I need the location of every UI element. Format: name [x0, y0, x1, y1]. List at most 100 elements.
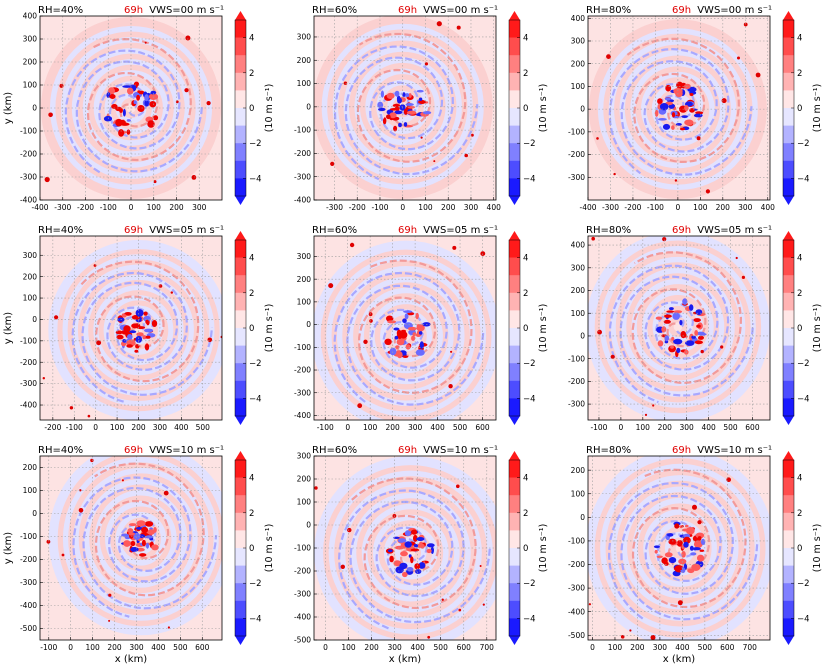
core-cell — [408, 93, 412, 98]
x-tick-label: 200 — [107, 643, 122, 652]
core-cell — [416, 537, 425, 541]
x-axis-label: x (km) — [663, 654, 696, 665]
x-tick-label: 200 — [630, 643, 645, 652]
core-cell — [400, 551, 408, 557]
panel-time-label: 69h — [124, 5, 143, 16]
isolated-cell — [674, 179, 678, 182]
x-tick-label: 100 — [85, 643, 100, 652]
core-cell — [689, 545, 694, 551]
colorbar-label: (10 m s⁻¹) — [264, 84, 275, 133]
y-tick-label: 200 — [23, 272, 38, 281]
core-cell — [142, 335, 147, 340]
colorbar-label: (10 m s⁻¹) — [538, 304, 549, 353]
colorbar-tick-label: −2 — [249, 359, 262, 369]
core-cell — [402, 571, 408, 578]
plot-frame — [587, 235, 771, 421]
spiral-arm — [626, 37, 740, 164]
isolated-cell — [737, 56, 740, 60]
core-cell — [683, 541, 689, 548]
y-tick-label: 200 — [297, 275, 312, 284]
y-tick-label: -200 — [294, 366, 311, 375]
isolated-cell — [46, 539, 51, 544]
colorbar-segment — [509, 108, 520, 126]
core-cell — [404, 530, 411, 537]
core-cell — [136, 332, 144, 337]
isolated-cell — [330, 161, 335, 166]
colorbar-segment — [235, 160, 246, 179]
x-tick-label: 300 — [680, 423, 695, 432]
core-cell — [126, 119, 131, 122]
spiral-arm — [81, 281, 214, 396]
isolated-cell — [206, 101, 211, 106]
y-tick-label: 100 — [571, 309, 586, 318]
outer-band — [645, 511, 716, 585]
core-cell — [657, 98, 663, 105]
core-cell — [700, 538, 706, 546]
core-cell — [664, 552, 673, 558]
x-tick-label: 100 — [363, 423, 378, 432]
core-cell — [384, 338, 392, 345]
core-cell — [402, 92, 406, 97]
x-tick-label: 700 — [743, 643, 758, 652]
x-tick-label: 600 — [195, 643, 210, 652]
panel-3: -400 -300 -200 -100 0 100 200 300 400-300-200-10… — [568, 5, 823, 212]
y-tick-label: -200 — [568, 377, 585, 386]
isolated-cell — [424, 62, 428, 66]
colorbar-extend-top — [235, 451, 246, 460]
core-cell — [378, 107, 386, 112]
x-tick-label: -300 — [326, 203, 343, 212]
panel-9: 0 100 200 300 400 500 600 700-500-400-300-200-1… — [568, 445, 823, 665]
isolated-cell — [357, 403, 363, 409]
colorbar-segment — [783, 72, 794, 91]
core-cell — [691, 563, 701, 571]
y-tick-label: 100 — [23, 81, 38, 90]
colorbar-tick-label: 4 — [523, 474, 528, 484]
colorbar-segment — [235, 398, 246, 417]
y-tick-label: 200 — [297, 475, 312, 484]
core-cell — [121, 314, 127, 318]
isolated-cell — [650, 635, 656, 640]
core-cell — [130, 540, 136, 547]
core-cell — [414, 563, 421, 570]
core-cell — [108, 87, 115, 95]
isolated-cell — [363, 339, 368, 344]
core-cell — [144, 99, 149, 107]
colorbar-segment — [509, 310, 520, 329]
core-cell — [694, 340, 703, 345]
panel-time-label: 69h — [672, 225, 691, 236]
panel-5: -100 0 100 200 300 400 500 600 -400 -300 -200 -100 0… — [294, 225, 549, 432]
spiral-arm — [75, 60, 204, 173]
colorbar-segment — [235, 477, 246, 496]
core-cell — [695, 532, 705, 539]
colorbar-segment — [235, 37, 246, 56]
core-cell — [675, 123, 682, 126]
colorbar-segment — [783, 257, 794, 276]
panel-time-label: 69h — [398, 225, 417, 236]
colorbar-segment — [235, 257, 246, 276]
colorbar-segment — [783, 583, 794, 602]
colorbar-segment — [783, 477, 794, 496]
y-tick-label: -100 — [568, 537, 585, 546]
core-cell — [426, 548, 432, 554]
core-cell — [696, 324, 701, 328]
core-cell — [411, 529, 418, 535]
y-tick-label: -500 — [20, 624, 37, 633]
core-cell — [397, 97, 402, 104]
y-tick-label: -300 — [568, 400, 585, 409]
outer-band — [117, 514, 165, 564]
y-tick-label: 0 — [306, 320, 311, 329]
y-tick-label: -400 — [294, 196, 311, 205]
colorbar-tick-label: 2 — [797, 69, 802, 79]
core-cell — [418, 331, 423, 335]
colorbar-segment — [235, 292, 246, 311]
core-cell — [689, 108, 695, 113]
x-tick-label: 100 — [608, 643, 623, 652]
x-tick-label: 500 — [698, 643, 713, 652]
core-cell — [661, 557, 668, 564]
core-cell — [123, 325, 131, 333]
y-tick-label: -300 — [20, 578, 37, 587]
colorbar-segment — [509, 600, 520, 619]
colorbar-segment — [783, 345, 794, 364]
colorbar-extend-bottom — [509, 196, 520, 205]
core-cell — [150, 90, 157, 95]
